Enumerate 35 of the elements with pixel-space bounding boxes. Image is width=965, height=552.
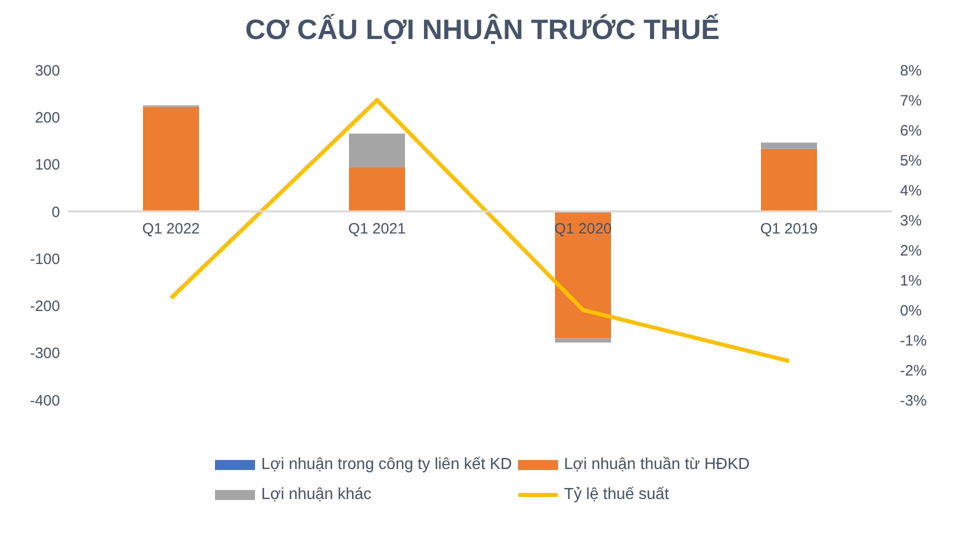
y-tick-label: 100 (34, 156, 60, 174)
chart-title: CƠ CẤU LỢI NHUẬN TRƯỚC THUẾ (244, 12, 721, 47)
y2-tick-label: 3% (900, 212, 922, 230)
y2-tick-label: 2% (900, 242, 922, 260)
bar (349, 134, 405, 168)
y2-tick-label: -3% (900, 392, 927, 410)
bar (143, 106, 199, 212)
bar (349, 167, 405, 212)
y2-tick-label: -2% (900, 362, 927, 380)
legend-label: Lợi nhuận trong công ty liên kết KD (261, 456, 512, 474)
legend-label: Lợi nhuận khác (261, 486, 372, 504)
y-tick-label: -100 (30, 250, 60, 268)
y2-tick-label: 1% (900, 272, 922, 290)
bar (761, 148, 817, 212)
y-tick-label: -400 (30, 392, 60, 410)
y2-tick-label: 0% (900, 302, 922, 320)
x-tick-label: Q1 2022 (142, 220, 200, 238)
y-tick-label: 0 (52, 204, 60, 221)
y2-tick-label: 4% (900, 182, 922, 200)
y-tick-label: -200 (30, 298, 60, 316)
legend-label: Tỷ lệ thuế suất (564, 486, 669, 504)
y2-tick-label: -1% (900, 332, 927, 350)
bar (761, 142, 817, 149)
y2-tick-label: 8% (900, 62, 922, 80)
bar (555, 211, 611, 338)
y2-tick-label: 6% (900, 122, 922, 140)
y2-tick-label: 7% (900, 92, 922, 110)
y-tick-label: 300 (34, 62, 60, 80)
y-tick-label: 200 (34, 109, 60, 126)
bar (555, 338, 611, 342)
x-tick-label: Q1 2021 (348, 220, 406, 238)
y2-tick-label: 5% (900, 152, 922, 170)
y-tick-label: -300 (30, 345, 60, 362)
legend-label: Lợi nhuận thuần từ HĐKD (564, 456, 750, 474)
x-tick-label: Q1 2019 (760, 220, 818, 238)
